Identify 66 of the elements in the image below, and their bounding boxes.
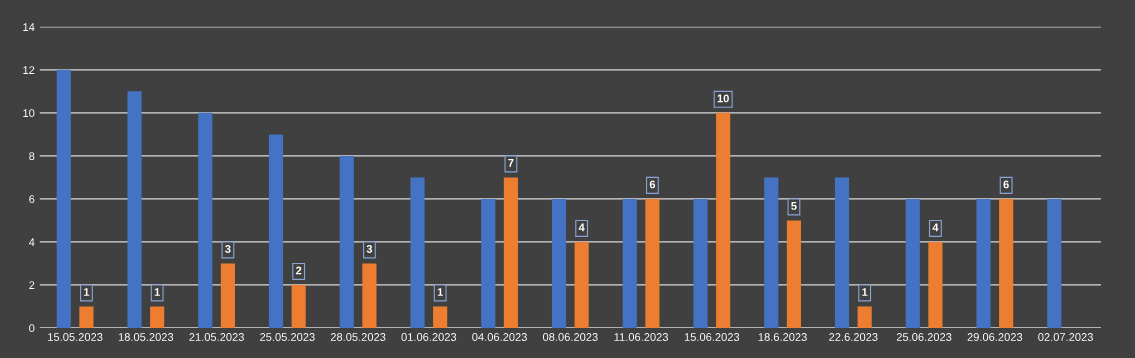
x-tick-label: 28.05.2023 <box>330 333 386 341</box>
y-tick-label: 6 <box>29 195 35 204</box>
bar <box>645 198 660 328</box>
bar <box>764 177 779 328</box>
y-tick-label: 10 <box>23 109 35 118</box>
data-label: 4 <box>578 223 585 232</box>
bar <box>905 198 920 328</box>
bar <box>220 263 235 328</box>
x-tick-label: 25.06.2023 <box>896 333 952 341</box>
data-label: 1 <box>437 288 443 296</box>
data-label: 3 <box>225 245 231 253</box>
bar <box>857 306 872 328</box>
bar <box>79 306 94 328</box>
data-label: 1 <box>862 288 868 296</box>
bar <box>198 112 213 328</box>
data-label: 5 <box>791 202 797 210</box>
bar <box>268 134 284 328</box>
data-label: 7 <box>508 159 514 167</box>
x-tick-label: 22.6.2023 <box>829 333 878 341</box>
x-tick-label: 25.05.2023 <box>260 333 315 341</box>
bar <box>127 91 142 328</box>
data-label: 1 <box>154 288 160 296</box>
bar <box>622 198 637 328</box>
data-label: 6 <box>1003 180 1009 189</box>
data-label: 6 <box>649 180 656 189</box>
y-tick-label: 8 <box>29 152 35 161</box>
bar <box>693 198 708 328</box>
bar <box>1047 198 1062 328</box>
bar <box>834 177 850 328</box>
x-tick-label: 15.05.2023 <box>48 333 103 341</box>
data-label: 2 <box>295 266 302 275</box>
data-label: 3 <box>366 245 373 253</box>
x-tick-label: 11.06.2023 <box>614 333 668 341</box>
bar <box>481 198 496 328</box>
x-tick-label: 18.6.2023 <box>758 333 807 341</box>
bar <box>928 241 943 328</box>
x-tick-label: 18.05.2023 <box>118 333 174 341</box>
data-label: 10 <box>717 94 729 103</box>
data-label: 1 <box>84 288 90 296</box>
x-tick-label: 21.05.2023 <box>189 333 244 341</box>
bar <box>716 112 731 328</box>
bar <box>362 263 377 328</box>
bar <box>56 69 71 328</box>
bar <box>551 198 567 328</box>
x-tick-label: 01.06.2023 <box>401 333 457 341</box>
y-tick-label: 0 <box>29 324 35 333</box>
bar <box>433 306 448 328</box>
x-tick-label: 15.06.2023 <box>684 333 740 341</box>
data-label: 4 <box>932 223 939 232</box>
x-tick-label: 04.06.2023 <box>472 333 527 341</box>
x-tick-label: 29.06.2023 <box>967 333 1023 341</box>
bar <box>291 284 306 328</box>
x-tick-label: 02.07.2023 <box>1038 333 1093 341</box>
y-tick-label: 4 <box>28 238 35 246</box>
x-tick-label: 08.06.2023 <box>542 333 598 341</box>
bar <box>786 220 801 328</box>
bar <box>150 306 165 328</box>
y-tick-label: 12 <box>23 66 35 74</box>
bar <box>999 198 1014 328</box>
bar <box>339 155 354 328</box>
y-tick-label: 2 <box>29 281 35 289</box>
bar <box>976 198 991 328</box>
bar <box>410 177 425 328</box>
y-tick-label: 14 <box>23 23 35 31</box>
bar <box>574 241 589 328</box>
bar <box>503 177 518 328</box>
